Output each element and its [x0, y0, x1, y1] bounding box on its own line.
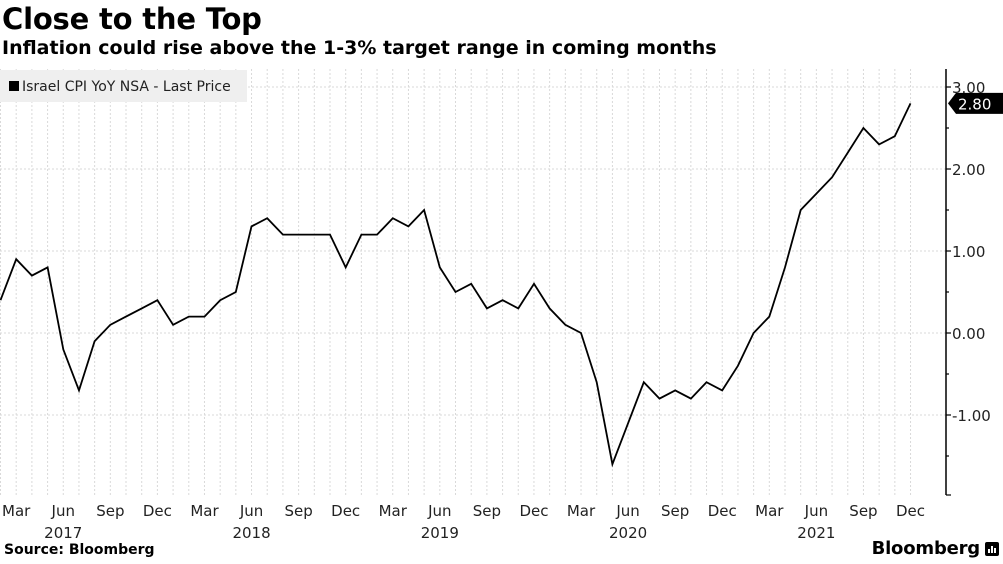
- last-value-badge: [948, 92, 1003, 114]
- series-line: [0, 103, 912, 468]
- x-year-label: 2020: [609, 524, 647, 542]
- x-tick-label: Jun: [427, 502, 451, 520]
- x-tick-label: Jun: [51, 502, 75, 520]
- y-tick-label: 1.00: [952, 243, 985, 261]
- x-tick-label: Mar: [379, 502, 408, 520]
- x-tick-label: Mar: [567, 502, 596, 520]
- x-axis: Mar Jun Sep Dec Mar Jun Sep Dec Mar Jun Sep Dec Mar J…: [2, 502, 925, 542]
- chart-title: Close to the Top: [2, 2, 262, 36]
- x-tick-label: Sep: [284, 502, 312, 520]
- legend-background: [0, 70, 247, 102]
- last-value-label: 2.80: [958, 95, 991, 113]
- x-tick-label: Sep: [473, 502, 501, 520]
- legend: Israel CPI YoY NSA - Last Price: [0, 70, 247, 102]
- x-year-label: 2021: [797, 524, 835, 542]
- x-tick-label: Dec: [519, 502, 548, 520]
- series-layer: [0, 103, 912, 468]
- x-year-label: 2019: [421, 524, 459, 542]
- brand-name: Bloomberg: [871, 538, 981, 559]
- x-tick-label: Dec: [331, 502, 360, 520]
- y-tick-label: 2.00: [952, 161, 985, 179]
- x-tick-label: Sep: [849, 502, 877, 520]
- x-tick-label: Mar: [190, 502, 219, 520]
- x-tick-label: Dec: [896, 502, 925, 520]
- bloomberg-terminal-icon: [985, 541, 999, 556]
- x-tick-label: Sep: [96, 502, 124, 520]
- x-tick-label: Jun: [239, 502, 263, 520]
- x-year-label: 2018: [232, 524, 270, 542]
- legend-label: Israel CPI YoY NSA - Last Price: [22, 79, 231, 95]
- x-tick-label: Dec: [143, 502, 172, 520]
- y-tick-label: 0.00: [952, 325, 985, 343]
- gridlines: [0, 69, 946, 495]
- legend-swatch: [9, 81, 19, 91]
- x-tick-label: Mar: [755, 502, 784, 520]
- x-tick-label: Jun: [804, 502, 828, 520]
- chart-subtitle: Inflation could rise above the 1-3% targ…: [2, 37, 717, 59]
- x-tick-label: Sep: [661, 502, 689, 520]
- y-tick-label: -1.00: [952, 407, 991, 425]
- x-tick-label: Jun: [615, 502, 639, 520]
- y-tick-label: 3.00: [952, 79, 985, 97]
- y-axis: 3.00 2.00 1.00 0.00 -1.00 2.80: [945, 69, 1003, 496]
- source-note: Source: Bloomberg: [4, 542, 155, 558]
- x-tick-label: Dec: [708, 502, 737, 520]
- brand-logo: Bloomberg: [872, 538, 999, 559]
- x-tick-label: Mar: [2, 502, 31, 520]
- x-year-label: 2017: [44, 524, 82, 542]
